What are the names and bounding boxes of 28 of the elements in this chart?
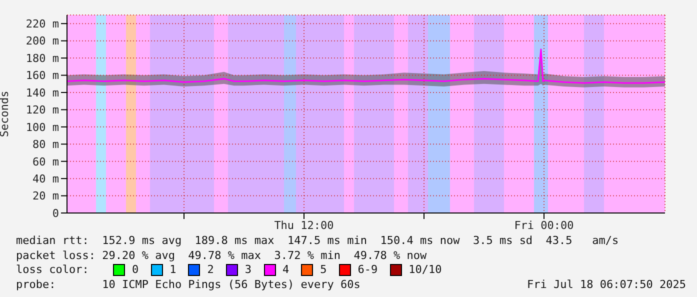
y-tick-label: 120 m — [26, 104, 60, 117]
legend-label: 4 — [282, 263, 290, 278]
y-tick-label: 220 m — [26, 18, 60, 31]
legend-label: 1 — [170, 263, 176, 278]
x-tick-label: Thu 12:00 — [274, 218, 334, 232]
legend-label: 0 — [132, 263, 139, 278]
y-tick-label: 140 m — [26, 86, 60, 100]
legend-label: 5 — [320, 263, 327, 278]
y-tick-label: 160 m — [26, 69, 60, 82]
y-tick-label: 60 m — [32, 155, 60, 168]
text: median rtt: 152.9 ms avg 189.8 ms max 147.5 ms min 150.4 ms now 3.5 ms sd 43.5 am/s — [16, 234, 620, 248]
legend-label: 10/10 — [408, 263, 442, 278]
text: Fri Jul 18 06:07:50 2025 — [527, 278, 686, 292]
y-tick-label: 180 m — [26, 52, 60, 65]
y-axis-title: Seconds — [0, 90, 11, 138]
y-tick-label: 200 m — [26, 34, 60, 48]
legend-label: 3 — [244, 263, 252, 278]
y-tick-label: 100 m — [26, 120, 60, 134]
text: loss color: — [16, 263, 90, 278]
legend-label: 2 — [207, 263, 214, 278]
text: probe: 10 ICMP Echo Pings (56 Bytes) every 60s — [16, 278, 360, 292]
y-tick-label: 0 — [52, 206, 59, 220]
legend-label: 6-9 — [358, 263, 378, 278]
x-tick-label: Fri 00:00 — [514, 218, 574, 232]
text: packet loss: 29.20 % avg 49.78 % max 3.72 % min 49.78 % now — [16, 248, 428, 263]
y-tick-label: 20 m — [32, 190, 60, 203]
y-tick-label: 40 m — [32, 172, 60, 186]
y-tick-label: 80 m — [32, 138, 60, 152]
